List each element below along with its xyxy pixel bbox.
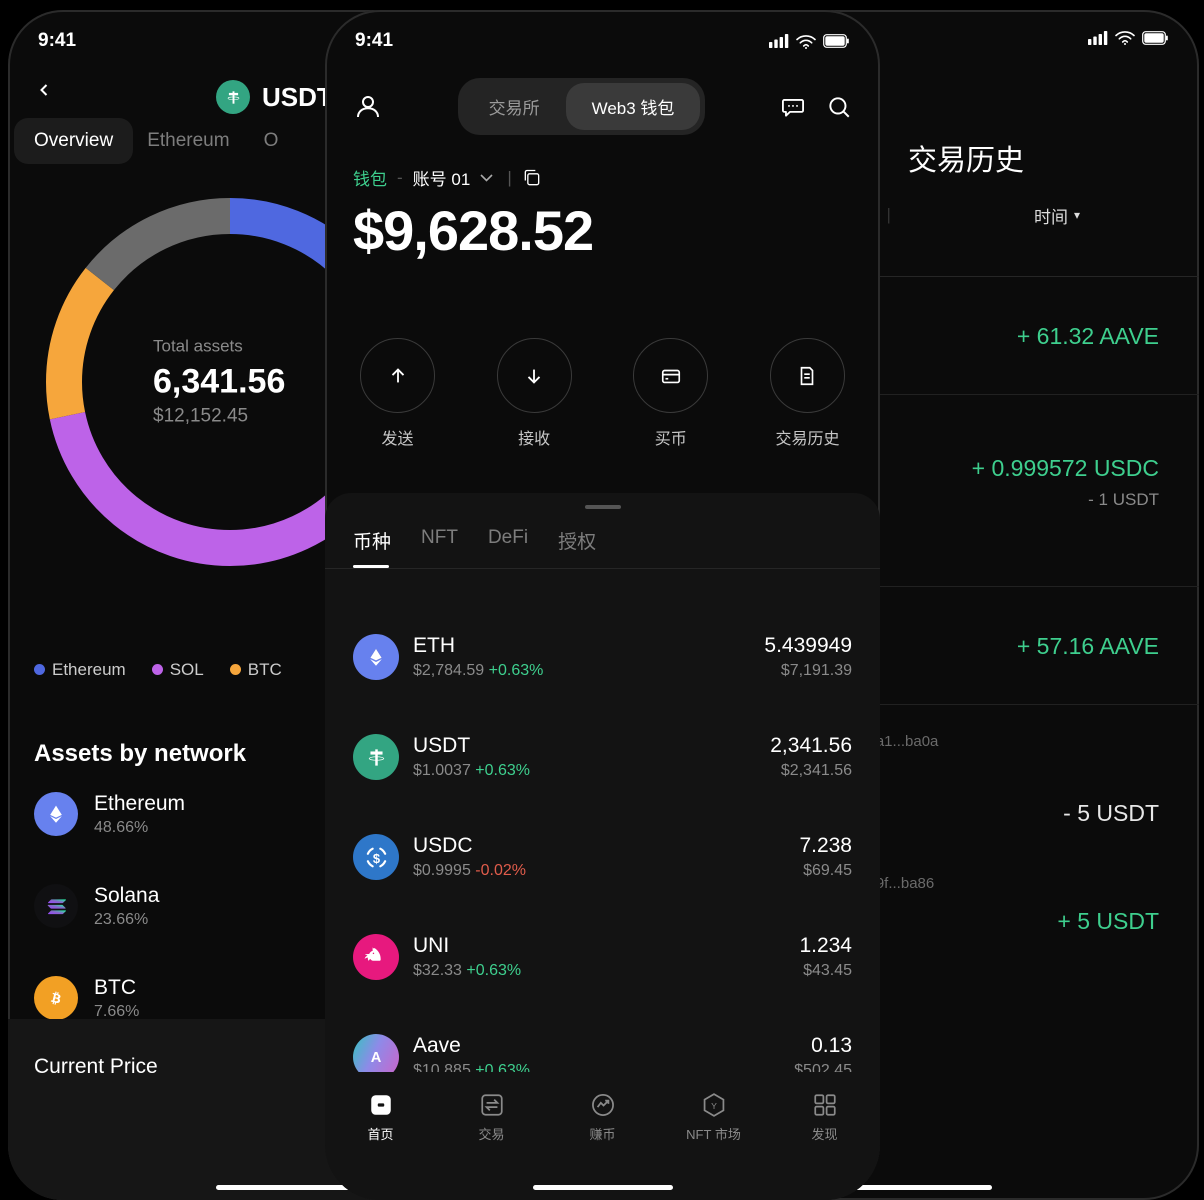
svg-text:$: $ (372, 850, 379, 865)
svg-text:Y: Y (711, 1101, 717, 1111)
svg-text:A: A (371, 1050, 382, 1066)
